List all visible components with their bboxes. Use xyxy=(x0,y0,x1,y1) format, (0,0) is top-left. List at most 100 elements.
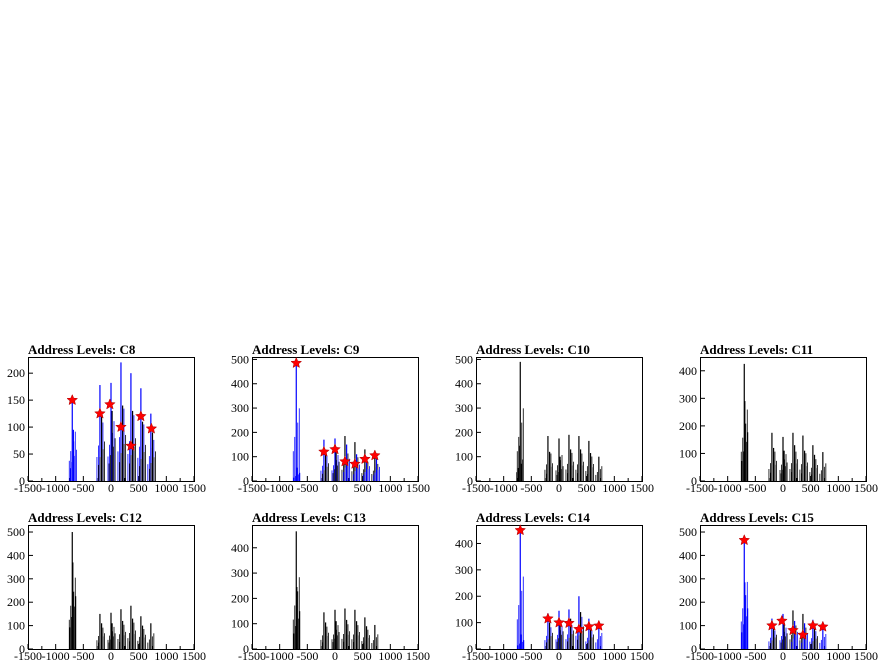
y-tick-label: 500 xyxy=(455,352,473,366)
peak-marker xyxy=(368,449,381,461)
y-tick-label: 100 xyxy=(455,450,473,464)
x-tick-label: -1000 xyxy=(266,481,294,495)
y-tick-label: 0 xyxy=(467,642,473,656)
peak-marker xyxy=(807,619,819,631)
x-tick-label: 500 xyxy=(130,649,148,663)
peak-marker xyxy=(359,452,371,465)
x-tick-label: -1000 xyxy=(490,481,518,495)
x-tick-label: 500 xyxy=(354,649,372,663)
y-tick-label: 400 xyxy=(455,377,473,391)
x-tick-label: 1000 xyxy=(602,481,626,495)
y-tick-label: 300 xyxy=(231,401,249,415)
x-tick-label: 0 xyxy=(556,481,562,495)
x-tick-label: -500 xyxy=(744,481,766,495)
x-tick-label: 0 xyxy=(556,649,562,663)
peak-marker xyxy=(329,443,341,455)
x-tick-label: -500 xyxy=(72,481,94,495)
x-tick-label: -500 xyxy=(744,649,766,663)
y-tick-label: 200 xyxy=(7,366,25,380)
peak-marker xyxy=(776,614,788,626)
x-tick-label: 1500 xyxy=(630,649,654,663)
x-tick-label: -1500 xyxy=(14,649,42,663)
y-tick-label: 400 xyxy=(7,548,25,562)
y-tick-label: 200 xyxy=(455,425,473,439)
chart-title: Address Levels: C13 xyxy=(252,510,366,525)
histogram-bars xyxy=(516,361,603,481)
y-tick-label: 100 xyxy=(7,420,25,434)
x-tick-label: -500 xyxy=(520,649,542,663)
plot-frame xyxy=(252,357,419,482)
y-tick-label: 100 xyxy=(7,619,25,633)
x-tick-label: -1000 xyxy=(714,649,742,663)
x-tick-label: 1000 xyxy=(154,481,178,495)
peak-marker xyxy=(583,620,595,632)
peak-marker xyxy=(125,439,137,451)
plot-frame xyxy=(28,525,195,650)
y-tick-label: 300 xyxy=(455,401,473,415)
x-tick-label: 0 xyxy=(332,649,338,663)
peak-marker xyxy=(816,620,829,632)
y-tick-label: 0 xyxy=(691,642,697,656)
x-tick-label: -1000 xyxy=(42,649,70,663)
y-tick-label: 300 xyxy=(231,566,249,580)
y-tick-label: 200 xyxy=(7,595,25,609)
chart-panel: Address Levels: C15 0 100 200 300 400 500 -1500… xyxy=(679,510,878,663)
x-tick-label: -1000 xyxy=(490,649,518,663)
x-tick-label: 500 xyxy=(802,649,820,663)
y-tick-label: 300 xyxy=(7,572,25,586)
y-tick-label: 200 xyxy=(231,591,249,605)
x-tick-label: 1000 xyxy=(378,649,402,663)
x-tick-label: -500 xyxy=(296,481,318,495)
x-tick-label: 1000 xyxy=(154,649,178,663)
histogram-bars xyxy=(292,361,380,481)
histogram-bars xyxy=(292,531,379,649)
peak-marker xyxy=(115,420,127,433)
y-tick-label: 0 xyxy=(243,474,249,488)
y-tick-label: 0 xyxy=(467,474,473,488)
y-tick-label: 100 xyxy=(231,450,249,464)
x-tick-label: 0 xyxy=(332,481,338,495)
x-tick-label: -1500 xyxy=(238,649,266,663)
y-tick-label: 100 xyxy=(679,446,697,460)
x-tick-label: 500 xyxy=(130,481,148,495)
plot-frame xyxy=(252,525,419,650)
x-tick-label: 0 xyxy=(108,649,114,663)
histogram-bars xyxy=(68,362,156,481)
peak-marker xyxy=(318,445,330,457)
x-tick-label: -1000 xyxy=(266,649,294,663)
y-tick-label: 300 xyxy=(679,391,697,405)
y-tick-label: 400 xyxy=(231,541,249,555)
x-tick-label: 1000 xyxy=(826,649,850,663)
peak-marker xyxy=(563,616,575,629)
peak-marker xyxy=(514,524,527,536)
peak-marker xyxy=(766,619,778,631)
plot-frame xyxy=(700,357,867,482)
y-tick-label: 0 xyxy=(19,474,25,488)
y-tick-label: 100 xyxy=(231,617,249,631)
x-tick-label: 500 xyxy=(578,481,596,495)
x-tick-label: 0 xyxy=(108,481,114,495)
y-tick-label: 200 xyxy=(455,589,473,603)
x-tick-label: -1000 xyxy=(42,481,70,495)
peak-marker xyxy=(135,410,147,422)
x-tick-label: -500 xyxy=(296,649,318,663)
y-tick-label: 200 xyxy=(231,425,249,439)
chart-title: Address Levels: C11 xyxy=(700,342,813,357)
chart-title: Address Levels: C14 xyxy=(476,510,590,525)
peak-marker xyxy=(66,393,79,406)
x-tick-label: 1000 xyxy=(826,481,850,495)
peak-marker xyxy=(290,356,303,369)
x-tick-label: 1500 xyxy=(406,649,430,663)
peak-marker xyxy=(592,619,605,631)
x-tick-label: -500 xyxy=(520,481,542,495)
y-tick-label: 300 xyxy=(679,572,697,586)
x-tick-label: -1500 xyxy=(686,481,714,495)
y-tick-label: 200 xyxy=(679,595,697,609)
chart-panel: Address Levels: C12 0 100 200 300 400 500 -1500… xyxy=(7,510,206,663)
y-tick-label: 400 xyxy=(231,377,249,391)
y-tick-label: 500 xyxy=(679,525,697,539)
peak-marker xyxy=(797,628,809,640)
chart-title: Address Levels: C10 xyxy=(476,342,590,357)
x-tick-label: -1500 xyxy=(462,649,490,663)
